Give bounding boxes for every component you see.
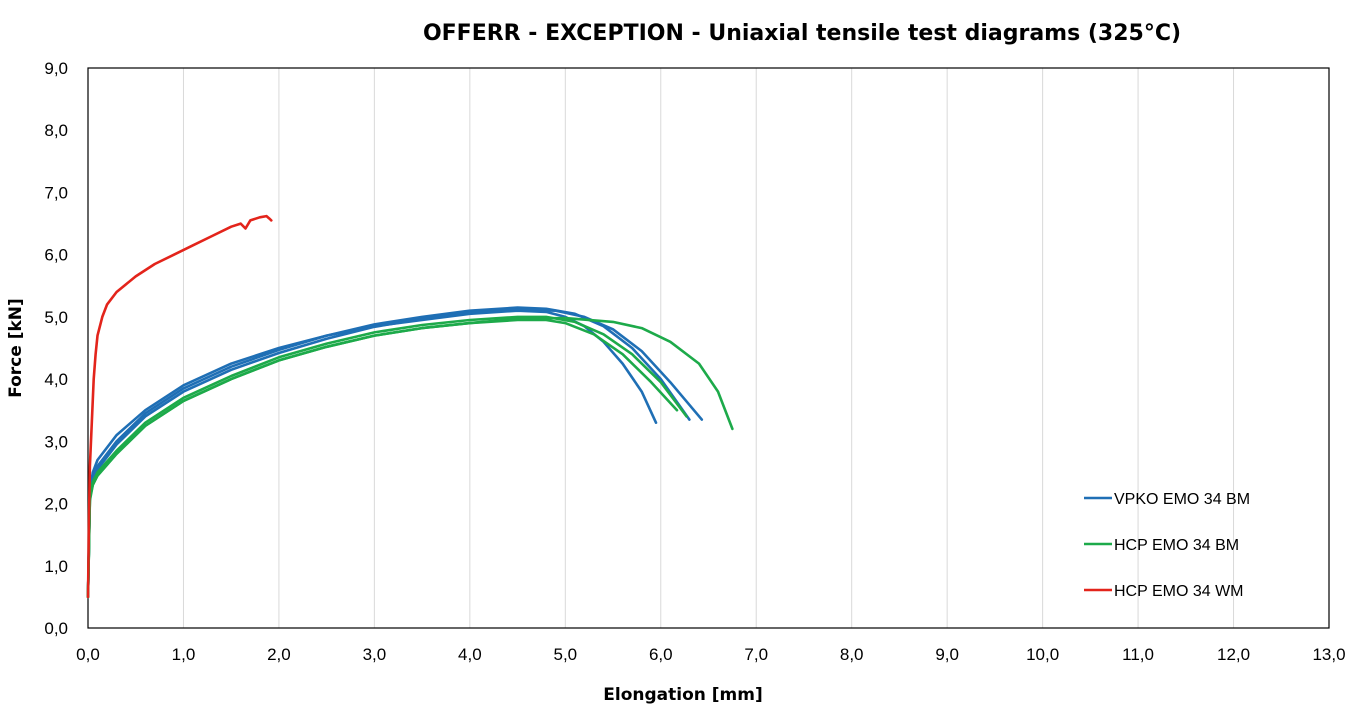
legend-label: HCP EMO 34 BM — [1114, 537, 1239, 554]
y-tick-label: 8,0 — [44, 121, 68, 140]
plot-area-frame — [87, 67, 1330, 629]
x-tick-label: 0,0 — [76, 645, 100, 664]
x-tick-label: 7,0 — [744, 645, 768, 664]
series-line-2 — [86, 306, 691, 599]
y-tick-label: 9,0 — [44, 59, 68, 78]
y-tick-label: 3,0 — [44, 432, 68, 451]
x-tick-label: 12,0 — [1217, 645, 1250, 664]
y-tick-label: 1,0 — [44, 557, 68, 576]
y-axis-title: Force [kN] — [6, 298, 26, 398]
series-line-6 — [86, 316, 734, 599]
series-line-7 — [86, 214, 273, 599]
y-tick-label: 6,0 — [44, 246, 68, 265]
y-tick-label: 0,0 — [44, 619, 68, 638]
x-tick-label: 13,0 — [1312, 645, 1345, 664]
x-tick-label: 2,0 — [267, 645, 291, 664]
x-tick-label: 1,0 — [172, 645, 196, 664]
series-line-3 — [86, 308, 704, 599]
x-tick-label: 6,0 — [649, 645, 673, 664]
x-tick-label: 5,0 — [553, 645, 577, 664]
y-tick-label: 5,0 — [44, 308, 68, 327]
chart-title: OFFERR - EXCEPTION - Uniaxial tensile te… — [423, 21, 1181, 46]
x-tick-label: 9,0 — [935, 645, 959, 664]
x-tick-label: 11,0 — [1122, 645, 1154, 664]
y-tick-label: 2,0 — [44, 495, 68, 514]
series-line-4 — [86, 318, 679, 599]
x-tick-label: 8,0 — [840, 645, 864, 664]
y-axis-tick-labels: 0,0 1,0 2,0 3,0 4,0 5,0 6,0 7,0 8,0 9,0 — [44, 59, 68, 638]
series-lines — [86, 214, 734, 599]
x-axis-title: Elongation [mm] — [603, 685, 762, 705]
series-line-5 — [86, 315, 688, 599]
legend-label: VPKO EMO 34 BM — [1114, 491, 1250, 508]
x-tick-label: 4,0 — [458, 645, 482, 664]
x-tick-label: 10,0 — [1026, 645, 1059, 664]
y-tick-label: 7,0 — [44, 183, 68, 202]
y-tick-label: 4,0 — [44, 370, 68, 389]
legend-label: HCP EMO 34 WM — [1114, 583, 1244, 600]
x-tick-label: 3,0 — [363, 645, 387, 664]
x-axis-tick-labels: 0,0 1,0 2,0 3,0 4,0 5,0 6,0 7,0 8,0 9,0 10,0 11,0 12… — [76, 645, 1345, 664]
grid-lines — [182, 68, 1235, 628]
series-line-1 — [86, 309, 658, 599]
legend: VPKO EMO 34 BM HCP EMO 34 BM HCP EMO 34 WM — [1084, 491, 1250, 600]
